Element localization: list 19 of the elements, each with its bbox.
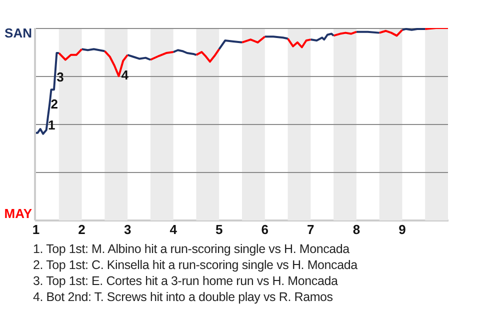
text: 3. Top 1st: E. Cortes hit a 3-run home run vs H. Moncada — [33, 273, 339, 289]
x-tick-label: 7 — [307, 222, 314, 237]
x-tick-label: 3 — [124, 222, 132, 237]
x-tick-label: 9 — [398, 222, 406, 237]
text: 1. Top 1st: M. Albino hit a run-scoring single vs H. Moncada — [33, 241, 351, 257]
x-tick-label: 6 — [261, 222, 269, 237]
annotation: 3 — [56, 70, 64, 85]
x-tick-label: 4 — [170, 222, 178, 237]
x-tick-label: 2 — [78, 222, 86, 237]
text: SAN — [4, 26, 32, 41]
annotation: 4 — [121, 68, 130, 83]
annotation: 2 — [50, 96, 58, 112]
text: 2. Top 1st: C. Kinsella hit a run-scoring single vs H. Moncada — [33, 257, 358, 273]
x-tick-label: 5 — [215, 222, 223, 237]
text: MAY — [4, 206, 32, 221]
x-tick-label: 1 — [32, 222, 40, 237]
x-tick-label: 8 — [352, 222, 360, 237]
annotation: 1 — [48, 118, 56, 133]
text: 4. Bot 2nd: T. Screws hit into a double play vs R. Ramos — [33, 289, 334, 305]
